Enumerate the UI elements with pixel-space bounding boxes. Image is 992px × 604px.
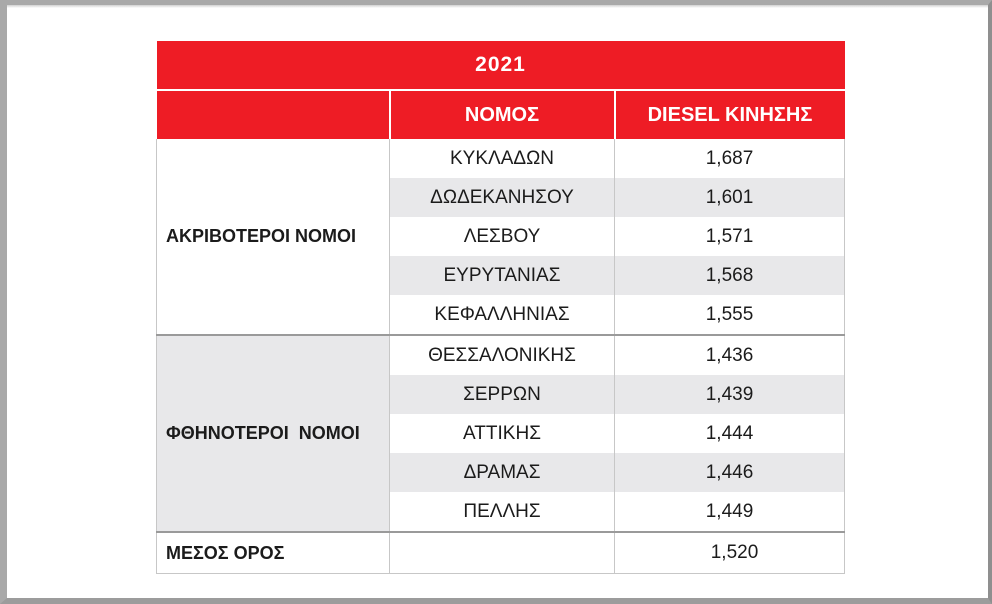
diesel-price-cell: 1,687 <box>614 139 845 178</box>
average-empty-cell <box>389 531 615 574</box>
diesel-price-cell: 1,436 <box>614 334 845 375</box>
prefecture-cell: ΛΕΣΒΟΥ <box>389 217 615 256</box>
prefecture-cell: ΕΥΡΥΤΑΝΙΑΣ <box>389 256 615 295</box>
prefecture-column-header: ΝΟΜΟΣ <box>388 90 615 139</box>
diesel-price-cell: 1,601 <box>614 178 845 217</box>
diesel-price-cell: 1,439 <box>614 375 845 414</box>
prefecture-cell: ΑΤΤΙΚΗΣ <box>389 414 615 453</box>
diesel-column-header: DIESEL ΚΙΝΗΣΗΣ <box>613 90 845 139</box>
average-value: 1,520 <box>614 531 845 574</box>
diesel-price-cell: 1,449 <box>614 492 845 532</box>
group-label-expensive: ΑΚΡΙΒΟΤΕΡΟΙ ΝΟΜΟΙ <box>156 139 390 335</box>
prefecture-cell: ΘΕΣΣΑΛΟΝΙΚΗΣ <box>389 334 615 375</box>
diesel-price-cell: 1,446 <box>614 453 845 492</box>
group-label-cheapest: ΦΘΗΝΟΤΕΡΟΙ ΝΟΜΟΙ <box>156 334 390 532</box>
diesel-price-table: 2021 ΝΟΜΟΣ DIESEL ΚΙΝΗΣΗΣ ΑΚΡΙΒΟΤΕΡΟΙ ΝΟ… <box>156 41 845 574</box>
diesel-price-cell: 1,571 <box>614 217 845 256</box>
prefecture-cell: ΚΥΚΛΑΔΩΝ <box>389 139 615 178</box>
year-header: 2021 <box>156 41 845 91</box>
prefecture-cell: ΔΡΑΜΑΣ <box>389 453 615 492</box>
group-column-header <box>156 90 390 139</box>
prefecture-cell: ΚΕΦΑΛΛΗΝΙΑΣ <box>389 295 615 335</box>
diesel-price-cell: 1,555 <box>614 295 845 335</box>
prefecture-cell: ΣΕΡΡΩΝ <box>389 375 615 414</box>
prefecture-cell: ΔΩΔΕΚΑΝΗΣΟΥ <box>389 178 615 217</box>
diesel-price-cell: 1,444 <box>614 414 845 453</box>
average-label: ΜΕΣΟΣ ΟΡΟΣ <box>156 531 390 574</box>
diesel-price-cell: 1,568 <box>614 256 845 295</box>
prefecture-cell: ΠΕΛΛΗΣ <box>389 492 615 532</box>
